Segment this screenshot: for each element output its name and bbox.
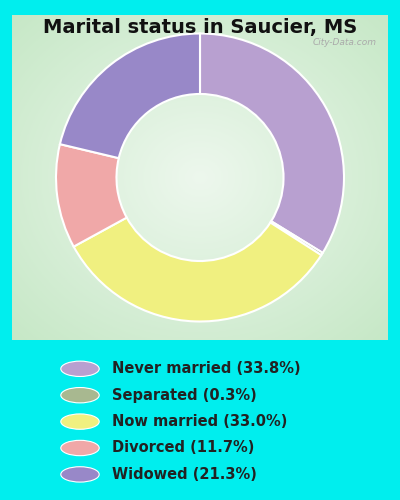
Circle shape xyxy=(61,466,99,482)
Circle shape xyxy=(61,388,99,403)
Text: Divorced (11.7%): Divorced (11.7%) xyxy=(112,440,254,456)
Text: Separated (0.3%): Separated (0.3%) xyxy=(112,388,257,402)
Text: Never married (33.8%): Never married (33.8%) xyxy=(112,362,301,376)
Text: City-Data.com: City-Data.com xyxy=(313,38,377,47)
Circle shape xyxy=(61,440,99,456)
Text: Now married (33.0%): Now married (33.0%) xyxy=(112,414,287,429)
Wedge shape xyxy=(74,218,321,322)
Wedge shape xyxy=(56,144,127,246)
Text: Marital status in Saucier, MS: Marital status in Saucier, MS xyxy=(43,18,357,36)
Circle shape xyxy=(61,361,99,376)
Wedge shape xyxy=(60,34,200,158)
Wedge shape xyxy=(270,221,323,255)
Circle shape xyxy=(61,414,99,430)
Text: Widowed (21.3%): Widowed (21.3%) xyxy=(112,467,257,482)
Wedge shape xyxy=(200,34,344,253)
